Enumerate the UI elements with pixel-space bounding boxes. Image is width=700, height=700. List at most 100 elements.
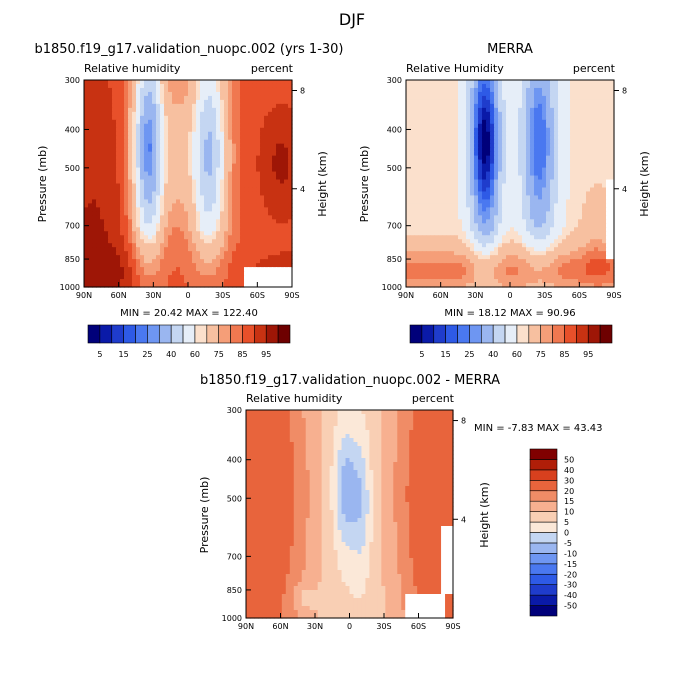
contour-cell (470, 247, 475, 252)
contour-cell (136, 131, 141, 137)
contour-cell (454, 131, 459, 137)
contour-cell (128, 219, 133, 224)
contour-cell (124, 111, 129, 117)
contour-cell (228, 175, 233, 181)
contour-cell (128, 119, 133, 125)
contour-cell (228, 283, 233, 288)
contour-cell (450, 135, 455, 141)
contour-cell (212, 283, 217, 288)
contour-cell (132, 191, 137, 197)
contour-cell (276, 215, 281, 220)
contour-cell (196, 227, 201, 232)
contour-cell (446, 99, 451, 105)
contour-cell (116, 147, 121, 153)
contour-cell (510, 207, 515, 212)
contour-cell (466, 139, 471, 145)
contour-cell (100, 95, 105, 101)
contour-cell (236, 171, 241, 177)
contour-cell (100, 191, 105, 197)
contour-cell (244, 239, 249, 244)
contour-cell (414, 171, 419, 177)
contour-cell (232, 80, 237, 85)
contour-cell (108, 243, 113, 248)
contour-cell (180, 87, 185, 93)
contour-cell (502, 175, 507, 181)
contour-cell (438, 95, 443, 101)
contour-cell (466, 215, 471, 220)
contour-cell (224, 80, 229, 85)
contour-cell (462, 215, 467, 220)
contour-cell (188, 155, 193, 161)
contour-cell (582, 175, 587, 181)
contour-cell (534, 119, 539, 125)
contour-cell (406, 163, 411, 169)
contour-cell (494, 247, 499, 252)
contour-cell (140, 123, 145, 129)
contour-cell (240, 87, 245, 93)
contour-cell (236, 183, 241, 189)
contour-cell (276, 211, 281, 216)
contour-cell (236, 107, 241, 113)
contour-cell (128, 91, 133, 97)
contour-cell (582, 123, 587, 129)
contour-cell (566, 171, 571, 177)
contour-cell (152, 235, 157, 240)
contour-cell (518, 211, 523, 216)
contour-cell (502, 107, 507, 113)
contour-cell (590, 227, 595, 232)
contour-cell (152, 83, 157, 89)
contour-cell (418, 127, 423, 133)
contour-cell (442, 143, 447, 149)
contour-cell (216, 131, 221, 137)
contour-cell (180, 203, 185, 208)
contour-cell (558, 175, 563, 181)
contour-cell (550, 235, 555, 240)
contour-cell (514, 231, 519, 236)
contour-cell (164, 155, 169, 161)
contour-cell (108, 183, 113, 189)
contour-cell (188, 107, 193, 113)
contour-cell (506, 175, 511, 181)
contour-cell (156, 151, 161, 157)
contour-cell (518, 131, 523, 137)
contour-cell (478, 175, 483, 181)
contour-cell (562, 91, 567, 97)
contour-cell (434, 127, 439, 133)
contour-cell (478, 223, 483, 228)
contour-cell (566, 191, 571, 197)
contour-cell (120, 219, 125, 224)
contour-cell (108, 135, 113, 141)
contour-cell (84, 131, 89, 137)
contour-cell (188, 203, 193, 208)
contour-cell (486, 131, 491, 137)
contour-cell (244, 203, 249, 208)
contour-cell (232, 135, 237, 141)
contour-cell (132, 167, 137, 173)
contour-cell (490, 115, 495, 121)
contour-cell (474, 171, 479, 177)
contour-cell (406, 151, 411, 157)
contour-cell (574, 171, 579, 177)
contour-cell (144, 143, 149, 149)
contour-cell (470, 147, 475, 153)
contour-cell (108, 107, 113, 113)
contour-cell (232, 103, 237, 109)
contour-cell (462, 159, 467, 165)
contour-cell (252, 119, 257, 125)
contour-cell (204, 207, 209, 212)
contour-cell (554, 131, 559, 137)
contour-cell (566, 187, 571, 193)
contour-cell (216, 223, 221, 228)
contour-cell (136, 123, 141, 129)
contour-cell (486, 103, 491, 109)
contour-cell (92, 123, 97, 129)
contour-cell (224, 95, 229, 101)
contour-cell (574, 87, 579, 93)
contour-cell (550, 227, 555, 232)
contour-cell (478, 167, 483, 173)
contour-cell (176, 147, 181, 153)
contour-cell (144, 267, 149, 272)
contour-cell (422, 131, 427, 137)
contour-cell (442, 99, 447, 105)
contour-cell (116, 211, 121, 216)
